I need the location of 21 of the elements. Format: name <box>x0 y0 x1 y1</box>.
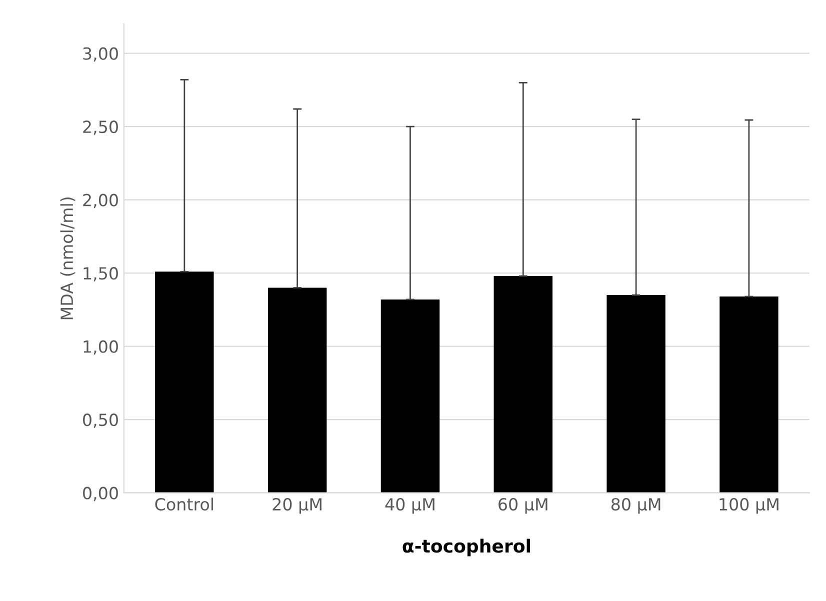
y-tick-label: 1,00 <box>84 340 118 355</box>
bar <box>494 276 552 493</box>
x-tick-label: 60 µM <box>498 498 548 514</box>
x-axis-title: α-tocopherol <box>402 538 530 556</box>
y-tick-label: 3,00 <box>83 47 118 62</box>
bar <box>155 272 214 493</box>
y-axis-title: MDA (nmol/ml) <box>60 197 76 320</box>
bar <box>720 296 778 493</box>
x-tick-label: 20 µM <box>272 498 322 514</box>
y-tick-label: 2,50 <box>83 120 118 135</box>
bar <box>268 288 327 493</box>
bar <box>380 299 440 493</box>
x-tick-label: 80 µM <box>611 498 660 514</box>
x-tick-label: 40 µM <box>385 498 434 514</box>
y-tick-label: 0,50 <box>83 414 118 428</box>
y-tick-label: 2,00 <box>83 194 118 208</box>
x-tick-label: 100 µM <box>720 498 778 514</box>
bar <box>606 295 666 493</box>
y-tick-label: 1,50 <box>84 267 118 282</box>
x-tick-label: Control <box>155 498 213 511</box>
y-tick-label: 0,00 <box>83 486 118 502</box>
